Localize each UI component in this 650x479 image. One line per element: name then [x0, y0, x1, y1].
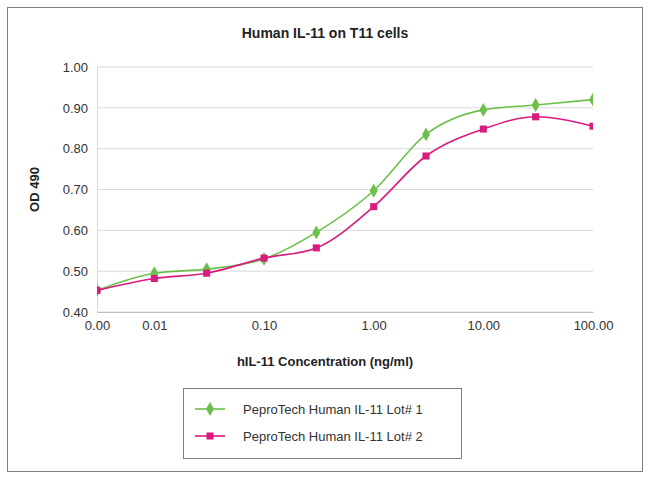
legend-label: PeproTech Human IL-11 Lot# 1 — [243, 402, 423, 417]
y-tick: 0.80 — [63, 141, 97, 156]
x-tick-label: 0.00 — [85, 318, 110, 333]
legend-marker — [206, 402, 214, 416]
legend: PeproTech Human IL-11 Lot# 1 PeproTech Hu… — [184, 389, 462, 459]
y-axis-line — [97, 68, 98, 313]
marker — [203, 262, 211, 276]
marker — [422, 127, 430, 141]
grid-line — [97, 148, 593, 149]
x-axis-line — [98, 312, 594, 313]
x-tick: 100.00 — [574, 312, 614, 333]
series-line — [97, 117, 593, 291]
grid — [97, 67, 593, 312]
marker — [97, 283, 101, 297]
x-tick: 10.00 — [468, 312, 501, 333]
y-axis: 0.400.500.600.700.800.901.00 — [63, 60, 98, 320]
marker — [260, 252, 268, 266]
x-tick: 0.00 — [85, 312, 110, 333]
title: Human IL-11 on T11 cells — [242, 25, 409, 41]
x-tick-label: 1.00 — [362, 318, 387, 333]
marker — [422, 152, 429, 159]
marker — [480, 126, 487, 133]
grid-line — [97, 189, 593, 190]
marker — [589, 123, 593, 130]
y-tick-label: 0.50 — [63, 264, 88, 279]
marker — [479, 103, 487, 117]
y-tick-label: 0.60 — [63, 223, 88, 238]
x-axis-title: hIL-11 Concentration (ng/ml) — [237, 354, 413, 369]
x-tick: 0.01 — [142, 312, 167, 333]
marker — [370, 203, 377, 210]
y-tick-label: 0.80 — [63, 141, 88, 156]
x-tick: 1.00 — [362, 312, 387, 333]
x-tick: 0.10 — [252, 312, 277, 333]
series-area — [97, 93, 593, 297]
x-tick-label: 10.00 — [468, 318, 501, 333]
legend-label: PeproTech Human IL-11 Lot# 2 — [243, 429, 423, 444]
y-tick: 0.90 — [63, 100, 97, 115]
grid-line — [97, 107, 593, 108]
x-tick-label: 100.00 — [574, 318, 614, 333]
marker — [260, 255, 267, 262]
marker — [312, 225, 320, 239]
marker — [370, 184, 378, 198]
y-tick-label: 0.90 — [63, 100, 88, 115]
marker — [532, 98, 540, 112]
x-tick-label: 0.10 — [252, 318, 277, 333]
y-tick: 0.50 — [63, 264, 97, 279]
series-line — [97, 100, 593, 291]
legend-marker — [206, 432, 213, 439]
y-tick: 0.70 — [63, 182, 97, 197]
y-tick-label: 0.70 — [63, 182, 88, 197]
legend-box — [184, 389, 462, 459]
y-axis-title: OD 490 — [27, 167, 42, 212]
marker — [313, 244, 320, 251]
marker — [532, 113, 539, 120]
grid-line — [97, 67, 593, 68]
y-tick-label: 1.00 — [63, 60, 88, 75]
y-tick: 0.60 — [63, 223, 97, 238]
marker — [203, 270, 210, 277]
x-axis: 0.00 0.01 0.10 1.00 10.00 100.00 — [85, 312, 614, 333]
chart-frame — [8, 8, 643, 472]
grid-line — [97, 312, 593, 313]
chart: 0.400.500.600.700.800.901.000.000.010.10… — [0, 0, 650, 479]
y-tick: 1.00 — [63, 60, 97, 75]
marker — [151, 275, 158, 282]
marker — [97, 287, 101, 294]
marker — [589, 93, 593, 107]
x-tick-label: 0.01 — [142, 318, 167, 333]
